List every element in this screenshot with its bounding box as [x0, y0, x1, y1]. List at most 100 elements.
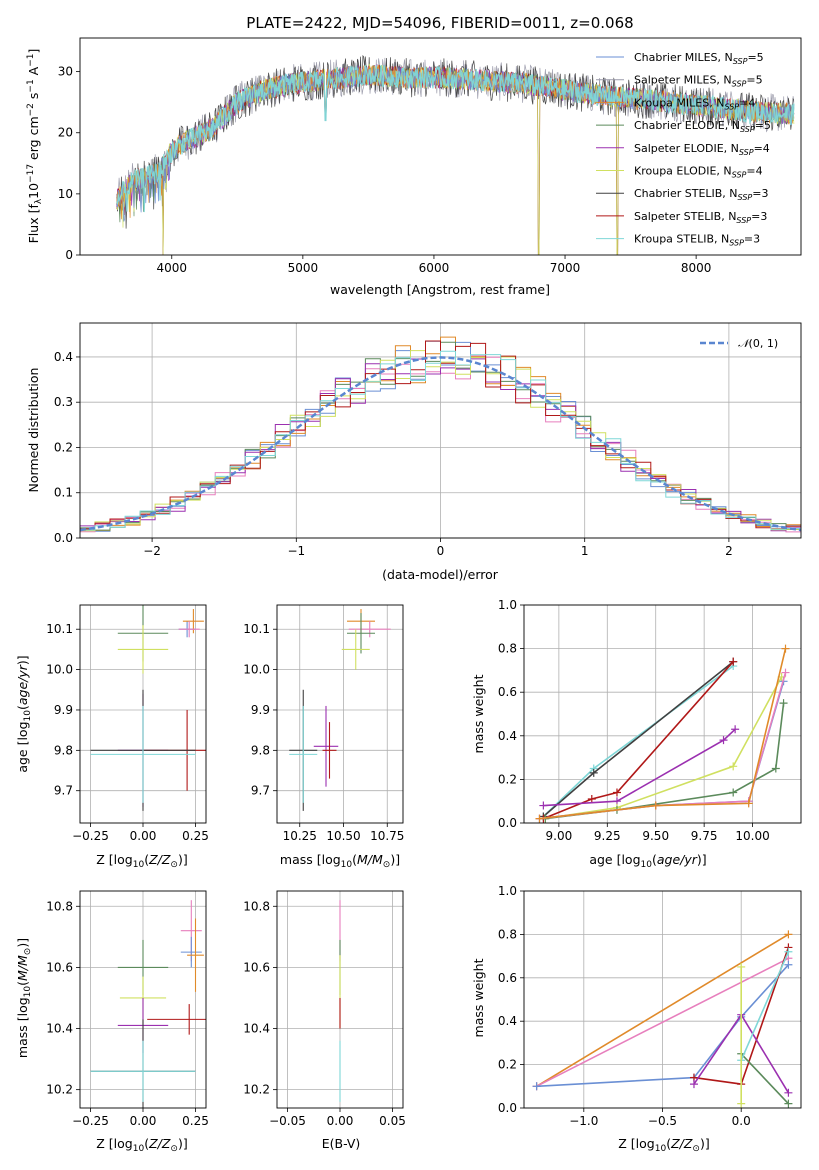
weight-vs-z-ylabel: mass weight [471, 958, 486, 1037]
spectrum-ylabel-exp2: −2 [26, 103, 36, 116]
errorbar-kroupa_miles [187, 918, 204, 992]
y-tick-label-4: 0.4 [54, 350, 73, 364]
legend-label-tail: =3 [744, 233, 760, 246]
spectrum-ylabel-exp3: −1 [26, 79, 36, 92]
age-vs-z-ylabel-end: )] [15, 655, 30, 665]
y-tick-label-1: 10 [58, 187, 73, 201]
weight-vs-z-xlabel-z: Z/Z [670, 1136, 693, 1151]
axes-frame [79, 604, 207, 824]
spectrum-ylabel-unit2: s [26, 93, 41, 104]
y-tick-label-2: 10.6 [46, 960, 73, 974]
age-vs-z-xlabel-sub: 10 [133, 860, 145, 870]
legend-label-tail: =5 [755, 119, 771, 132]
x-tick-label-2: 10.75 [370, 829, 404, 843]
spectrum-ylabel-exp4: −1 [26, 54, 36, 67]
age-vs-mass-xlabel-sub: 10 [341, 860, 353, 870]
x-tick-label-0: 10.25 [283, 829, 317, 843]
weight-vs-age-xlabel-rest: ( [652, 852, 657, 867]
series-kroupa_elodie [737, 962, 746, 1108]
series-line-salpeter_stelib [543, 661, 734, 820]
legend-label-sub: SSP [738, 193, 753, 202]
legend-label-tail: =3 [752, 187, 768, 200]
legend-entry-kroupa_elodie: Kroupa ELODIE, NSSP=4 [596, 165, 763, 180]
axes-frame [276, 890, 404, 1109]
legend-label-salpeter_stelib: Salpeter STELIB, NSSP=3 [634, 210, 767, 225]
x-tick-label-2: 9.50 [642, 829, 669, 843]
x-tick-label-0: 9.00 [546, 829, 573, 843]
weight-vs-z-xlabel-rest: ( [666, 1136, 671, 1151]
x-tick-label-2: 0.25 [182, 1114, 209, 1128]
mass-vs-z-xlabel-end: )] [178, 1136, 188, 1151]
weight-lines [535, 644, 790, 823]
mass-vs-z-ylabel-rest: ( [15, 981, 30, 986]
legend-label-text: Salpeter ELODIE, N [634, 142, 739, 155]
mass-vs-z-xlabel: Z [log10(Z/Z⊙)] [96, 1136, 187, 1154]
spectrum-ylabel-sub: λ [34, 198, 44, 204]
series-marker-salpeter_stelib-2 [612, 788, 621, 797]
x-tick-label-0: −0.25 [72, 829, 109, 843]
legend-label-chabrier_elodie: Chabrier ELODIE, NSSP=5 [634, 119, 771, 134]
spectrum-panel: 4000 5000 6000 7000 8000 0 10 20 30 [58, 37, 802, 275]
normal-legend: 𝒩(0, 1) [700, 337, 778, 350]
weight-vs-age-xlabel-text: age [log [589, 852, 640, 867]
y-tick-label-3: 0.3 [54, 395, 73, 409]
series-marker-kroupa_stelib-1 [784, 947, 793, 956]
mass-vs-z-ylabel-sub: 10 [23, 986, 33, 998]
y-tick-label-0: 10.2 [46, 1083, 73, 1097]
y-tick-label-4: 0.8 [498, 927, 517, 941]
mass-vs-z-ylabel-text: mass [log [15, 997, 30, 1058]
y-tick-label-0: 9.7 [251, 784, 270, 798]
series-marker-kroupa_elodie-0 [737, 1099, 746, 1108]
spectrum-ylabel-end: ] [26, 49, 41, 54]
y-tick-label-5: 1.0 [498, 884, 517, 898]
age-vs-mass-xlabel-sun: ⊙ [383, 860, 391, 870]
y-tick-label-1: 9.8 [54, 743, 73, 757]
x-tick-label-4: 8000 [681, 261, 712, 275]
y-tick-label-4: 10.1 [243, 622, 270, 636]
mass-vs-ebv-xlabel: E(B-V) [322, 1136, 361, 1151]
legend-entry-kroupa_stelib: Kroupa STELIB, NSSP=3 [596, 233, 760, 248]
series-line-salpeter_elodie [543, 728, 736, 807]
legend-entry-chabrier_miles: Chabrier MILES, NSSP=5 [596, 51, 764, 66]
age-vs-z-xlabel-text: Z [log [96, 852, 132, 867]
y-tick-label-3: 0.6 [498, 685, 517, 699]
x-tick-label-2: 0 [437, 544, 445, 558]
weight-vs-z-xlabel-sub: 10 [655, 1144, 667, 1154]
y-tick-label-1: 10.4 [46, 1022, 73, 1036]
normal-legend-args: (0, 1) [749, 337, 779, 350]
legend-label-salpeter_elodie: Salpeter ELODIE, NSSP=4 [634, 142, 770, 157]
y-tick-label-3: 10.8 [46, 899, 73, 913]
axes-frame [79, 322, 802, 539]
legend-entry-chabrier_stelib: Chabrier STELIB, NSSP=3 [596, 187, 768, 202]
age-vs-z-xlabel: Z [log10(Z/Z⊙)] [96, 852, 187, 870]
legend-label-tail: =4 [739, 96, 755, 109]
series-line-kroupa_stelib [740, 951, 790, 1061]
legend-label-tail: =3 [751, 210, 767, 223]
mass-vs-z-xlabel-text: Z [log [96, 1136, 132, 1151]
mass-vs-z-ylabel: mass [log10(M/M⊙)] [15, 938, 33, 1058]
y-tick-label-2: 20 [58, 126, 73, 140]
legend-label-text: Salpeter MILES, N [634, 74, 732, 87]
series-marker-salpeter_elodie-0 [539, 801, 548, 810]
errorbar-salpeter_elodie [313, 705, 339, 787]
y-tick-label-1: 0.1 [54, 486, 73, 500]
legend: Chabrier MILES, NSSP=5 Salpeter MILES, N S… [596, 51, 771, 248]
legend-entry-salpeter_stelib: Salpeter STELIB, NSSP=3 [596, 210, 767, 225]
x-tick-label-0: 4000 [156, 261, 187, 275]
legend-label-text: Kroupa ELODIE, N [634, 165, 732, 178]
normal-legend-symbol: 𝒩 [738, 337, 752, 350]
series-line-chabrier_stelib [542, 661, 734, 818]
age-vs-mass-xlabel-text: mass [log [280, 852, 341, 867]
legend-label-text: Chabrier ELODIE, N [634, 119, 740, 132]
series-marker-kroupa_elodie-2 [729, 762, 738, 771]
weight-vs-z-xlabel-sun: ⊙ [692, 1144, 700, 1154]
errorbar-kroupa_stelib [90, 1040, 196, 1102]
weight-vs-age-xlabel-unit: age/yr [657, 852, 698, 867]
legend-label-text: Salpeter STELIB, N [634, 210, 736, 223]
x-tick-label-1: 0.00 [130, 1114, 157, 1128]
errorbar-salpeter_stelib [322, 722, 337, 779]
legend-label-tail: =5 [747, 51, 763, 64]
legend-label-sub: SSP [739, 148, 754, 157]
mass-vs-z-xlabel-z: Z/Z [148, 1136, 171, 1151]
series-line-chabrier_miles [539, 681, 785, 820]
